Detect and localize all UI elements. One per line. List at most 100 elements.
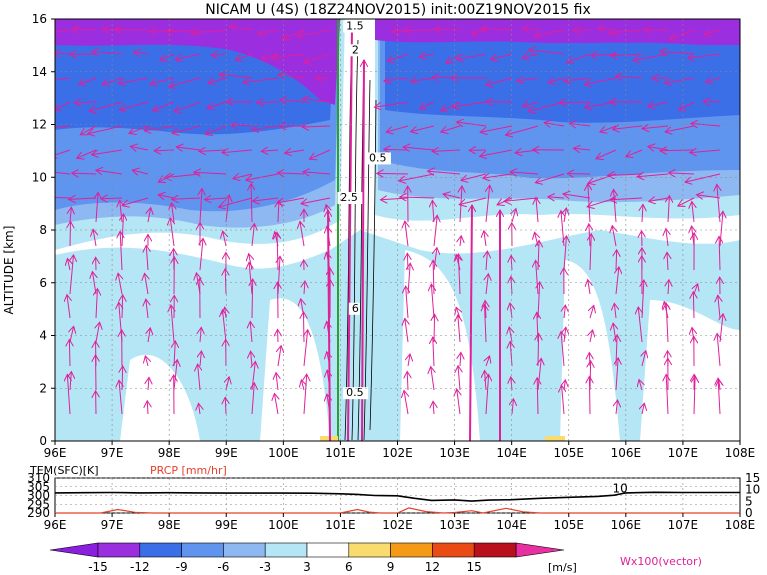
wind-vector (613, 189, 616, 223)
wind-vector (67, 295, 70, 319)
y-tick-label: 14 (32, 65, 47, 79)
wind-vector (384, 149, 409, 150)
wind-vector (148, 328, 150, 343)
wind-vector (122, 214, 123, 247)
x-tick-label: 106E (611, 446, 642, 460)
wind-vector (132, 170, 149, 174)
colorbar-segment (390, 542, 433, 558)
sub-right-tick-label: 10 (745, 483, 760, 497)
wind-vector (72, 29, 97, 30)
wind-vector (303, 53, 331, 63)
wind-vector (616, 400, 618, 415)
wind-vector (252, 198, 279, 201)
sub-annotation: 10 (612, 481, 627, 495)
wind-vector (309, 149, 331, 159)
wind-vector (200, 189, 202, 223)
wind-vector (616, 267, 619, 295)
sub-x-tick-label: 105E (554, 518, 585, 532)
colorbar-tick-label: 6 (345, 560, 353, 574)
wind-vector (561, 332, 564, 367)
colorbar-segment (348, 542, 391, 558)
wind-vector (693, 292, 694, 319)
x-tick-label: 98E (158, 446, 181, 460)
wind-vector (67, 258, 70, 271)
wind-vector (486, 77, 513, 85)
wind-vector (285, 150, 305, 153)
y-tick-label: 2 (39, 381, 47, 395)
wind-vector (690, 150, 721, 153)
wind-vector (258, 30, 279, 34)
x-tick-label: 102E (382, 446, 413, 460)
wind-vector (648, 102, 669, 106)
wind-vector (55, 53, 71, 54)
wind-vector (427, 171, 461, 174)
contour-label: 2.5 (340, 191, 358, 204)
legend-tem: TEM(SFC)[K] (29, 464, 99, 477)
wind-vector (88, 125, 123, 134)
wind-vector (441, 125, 461, 132)
wind-vector (431, 284, 434, 319)
wind-vector (122, 197, 149, 205)
wind-vector (610, 54, 643, 56)
colorbar-segment (223, 542, 266, 558)
sub-x-tick-label: 108E (725, 518, 756, 532)
wind-vector (304, 374, 307, 415)
colorbar-segment (181, 542, 224, 558)
wind-vector (590, 330, 593, 343)
sub-x-tick-label: 103E (439, 518, 470, 532)
contour-label-bg (343, 20, 369, 33)
wind-vector (146, 299, 148, 319)
wind-vector (400, 197, 435, 198)
wind-vector (218, 197, 253, 207)
wind-vector (302, 99, 331, 102)
wind-vector (55, 29, 71, 33)
tem-series-line (54, 491, 740, 502)
wind-vector (456, 53, 487, 60)
colorbar-segment (473, 542, 517, 558)
wind-vector (243, 78, 279, 82)
legend-prcp: PRCP [mm/hr] (150, 464, 227, 477)
y-axis-ticks: 0 2 4 6 8 10 12 14 16 (32, 12, 55, 448)
wind-vector (118, 273, 122, 295)
wind-vector (96, 322, 100, 343)
wind-vector (679, 101, 695, 110)
wind-vector (304, 281, 305, 295)
wind-vector (101, 198, 123, 199)
y-tick-label: 8 (39, 223, 47, 237)
wind-vector (458, 366, 460, 391)
wind-vector (433, 337, 434, 367)
wind-vector (277, 197, 305, 203)
wind-vector (490, 53, 513, 60)
wind-vector (666, 303, 668, 343)
wind-vector (55, 101, 71, 110)
wind-vector (55, 77, 71, 81)
contour-label: 2 (352, 43, 359, 56)
x-tick-label: 108E (725, 446, 756, 460)
sub-left-tick-label: 290 (27, 506, 50, 520)
wind-vector (301, 197, 331, 204)
wind-vector (118, 77, 149, 84)
colorbar-unit: [m/s] (548, 561, 577, 574)
wind-vector (200, 238, 203, 271)
contour-label-bg (365, 152, 391, 165)
wind-vector (225, 397, 226, 415)
wind-vector (72, 173, 97, 174)
wind-vector (562, 385, 564, 415)
wind-vector (506, 125, 539, 135)
wind-vector (589, 353, 590, 367)
wind-vector (535, 173, 565, 183)
wind-vector (694, 376, 695, 415)
y-tick-label: 16 (32, 12, 47, 26)
wind-vector (534, 29, 565, 36)
wind-vector (70, 255, 74, 295)
wind-vector (55, 149, 71, 157)
wind-vector (235, 53, 253, 60)
wind-vector (119, 101, 149, 110)
colorbar-tick-label: -6 (217, 560, 229, 574)
wind-vector (154, 150, 175, 151)
wind-vector (637, 174, 669, 177)
wind-vector (172, 125, 201, 133)
wind-vector (277, 173, 305, 174)
wind-vector (434, 314, 435, 343)
wind-vector (486, 374, 489, 415)
